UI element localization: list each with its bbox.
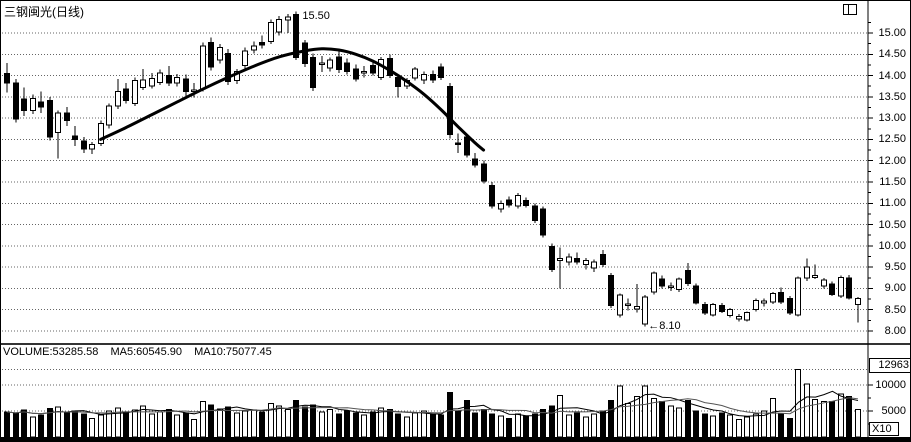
volume-value-label: VOLUME:53285.58 [3,346,99,358]
volume-tick-label: 5000 [881,405,906,417]
price-tick-label: 10.50 [878,218,906,231]
volume-max-label: 12963 [869,358,911,373]
price-tick-label: 10.00 [878,239,906,252]
price-tick-label: 8.00 [884,324,906,337]
volume-ma10-label: MA10:75077.45 [194,346,272,358]
price-tick-label: 8.50 [884,303,906,316]
price-tick-label: 13.50 [878,90,906,103]
peak-price-annotation: 15.50 [302,9,330,22]
price-tick-label: 9.00 [884,282,906,295]
volume-tick-label: 10000 [875,379,906,391]
price-tick-label: 13.00 [878,112,906,125]
volume-ma5-label: MA5:60545.90 [110,346,183,358]
window-split-icon-divider [848,5,849,14]
price-tick-label: 12.50 [878,133,906,146]
price-tick-label: 9.50 [884,261,906,274]
price-tick-label: 14.00 [878,69,906,82]
price-tick-label: 12.00 [878,154,906,167]
chart-title: 三钢闽光(日线) [4,5,84,19]
price-tick-label: 14.50 [878,48,906,61]
volume-multiplier-label: X10 [869,422,899,436]
volume-indicator-header: VOLUME:53285.58 MA5:60545.90 MA10:75077.… [3,346,281,358]
low-price-annotation: ←8.10 [648,319,681,332]
price-tick-label: 15.00 [878,27,906,39]
window-split-icon[interactable] [843,4,857,15]
price-tick-label: 11.00 [879,197,906,210]
price-tick-label: 11.50 [879,175,906,188]
